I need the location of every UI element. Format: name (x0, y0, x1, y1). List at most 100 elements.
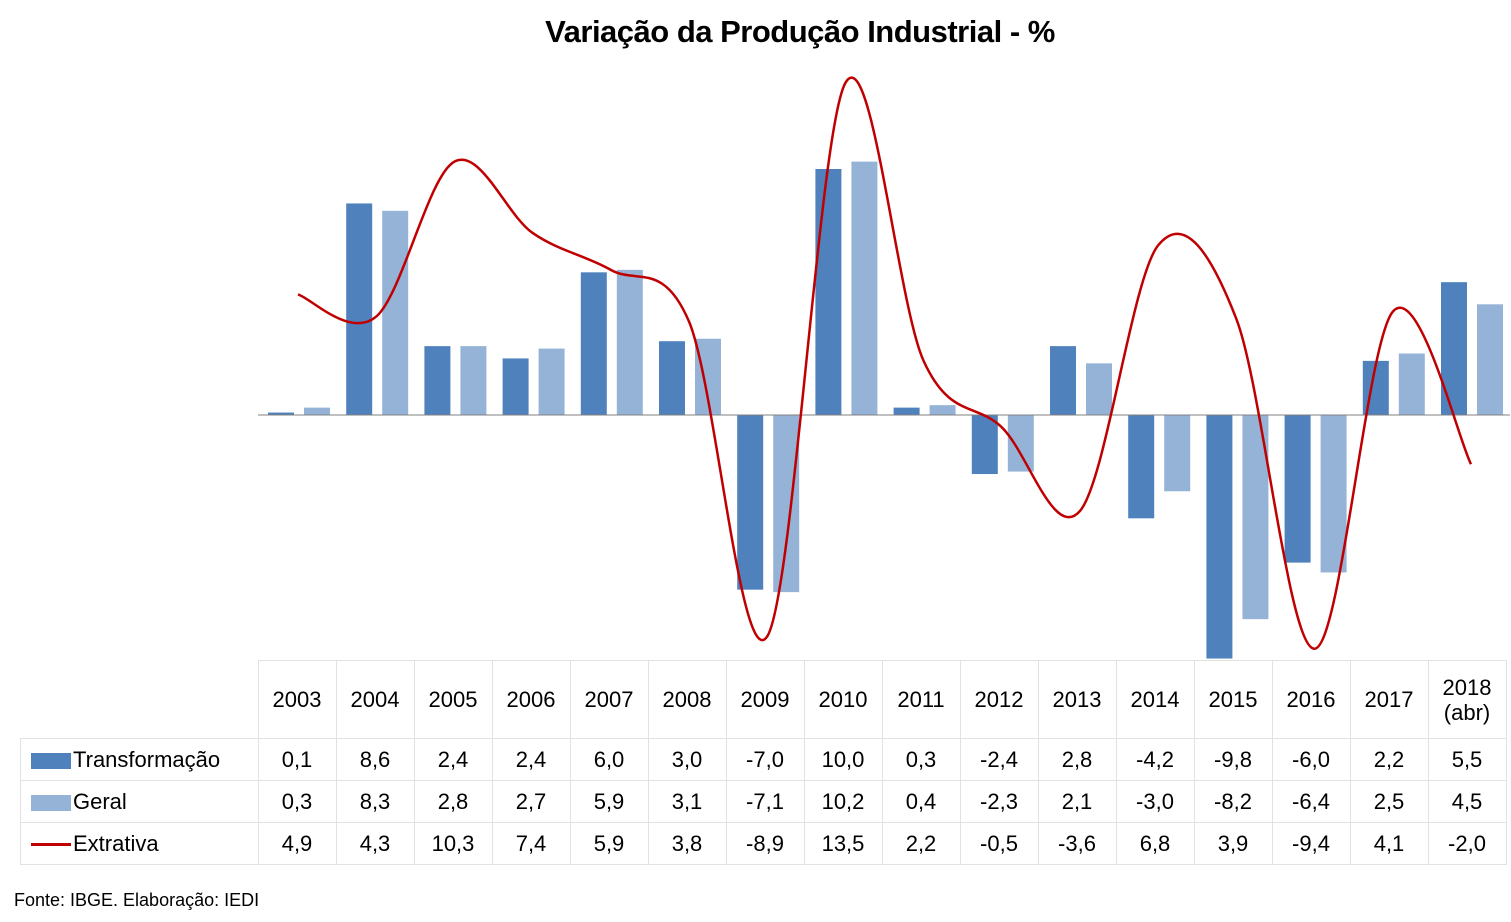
bar-transformacao-2009 (737, 415, 764, 590)
value-transformacao-2014: -4,2 (1115, 738, 1195, 781)
value-extrativa-2017: 4,1 (1349, 822, 1429, 865)
value-extrativa-2008: 3,8 (647, 822, 727, 865)
line-extrativa (297, 76, 1473, 650)
bar-geral-2010 (851, 161, 878, 415)
year-header-2009: 2009 (725, 660, 805, 739)
bar-transformacao-2010 (815, 169, 842, 415)
line-layer (297, 76, 1473, 650)
legend-key-transformacao (31, 752, 71, 769)
legend-label-geral: Geral (73, 788, 127, 814)
value-extrativa-2018-abr-: -2,0 (1427, 822, 1507, 865)
value-transformacao-2008: 3,0 (647, 738, 727, 781)
bar-geral-2016 (1320, 415, 1347, 573)
bar-transformacao-2014 (1128, 415, 1155, 519)
value-geral-2007: 5,9 (569, 780, 649, 823)
bar-transformacao-2015 (1206, 415, 1233, 659)
value-transformacao-2018-abr-: 5,5 (1427, 738, 1507, 781)
value-geral-2016: -6,4 (1271, 780, 1351, 823)
value-geral-2010: 10,2 (803, 780, 883, 823)
value-transformacao-2015: -9,8 (1193, 738, 1273, 781)
value-extrativa-2007: 5,9 (569, 822, 649, 865)
bar-transformacao-2008 (659, 341, 685, 415)
bar-transformacao-2016 (1284, 415, 1311, 563)
table-body: Transformação 0,1 8,6 2,4 2,4 6,0 3,0 -7,0 10,0 0… (20, 738, 1507, 865)
bar-geral-2012 (1007, 415, 1034, 472)
year-header-2005: 2005 (413, 660, 493, 739)
year-header-2008: 2008 (647, 660, 727, 739)
bar-geral-2011 (929, 405, 956, 415)
value-geral-2014: -3,0 (1115, 780, 1195, 823)
value-extrativa-2004: 4,3 (335, 822, 415, 865)
year-header-2013: 2013 (1037, 660, 1117, 739)
year-header-2018-abr-: 2018 (abr) (1427, 660, 1507, 739)
bar-geral-2018-abr- (1477, 304, 1503, 415)
value-geral-2009: -7,1 (725, 780, 805, 823)
value-transformacao-2012: -2,4 (959, 738, 1039, 781)
value-extrativa-2016: -9,4 (1271, 822, 1351, 865)
value-geral-2012: -2,3 (959, 780, 1039, 823)
table-header-row: 2003 2004 2005 2006 2007 2008 2009 2010 2011 2012… (20, 660, 1507, 739)
bar-geral-2017 (1398, 353, 1425, 415)
bar-transformacao-2007 (580, 272, 607, 415)
value-extrativa-2013: -3,6 (1037, 822, 1117, 865)
bar-transformacao-2012 (971, 415, 998, 475)
value-transformacao-2005: 2,4 (413, 738, 493, 781)
bar-geral-2003 (304, 407, 330, 415)
value-extrativa-2009: -8,9 (725, 822, 805, 865)
chart-title: Variação da Produção Industrial - % (545, 14, 1055, 49)
value-geral-2011: 0,4 (881, 780, 961, 823)
value-transformacao-2011: 0,3 (881, 738, 961, 781)
value-extrativa-2005: 10,3 (413, 822, 493, 865)
bar-transformacao-2013 (1050, 346, 1076, 415)
table-row-transformacao: Transformação 0,1 8,6 2,4 2,4 6,0 3,0 -7,0 10,0 0… (20, 738, 1507, 781)
bar-geral-2014 (1164, 415, 1191, 492)
value-extrativa-2003: 4,9 (257, 822, 337, 865)
value-transformacao-2010: 10,0 (803, 738, 883, 781)
value-geral-2006: 2,7 (491, 780, 571, 823)
bar-transformacao-2004 (346, 203, 373, 415)
legend-entry-transformacao: Transformação (20, 738, 259, 781)
year-header-2004: 2004 (335, 660, 415, 739)
year-header-2003: 2003 (257, 660, 337, 739)
year-header-2017: 2017 (1349, 660, 1429, 739)
value-transformacao-2007: 6,0 (569, 738, 649, 781)
value-geral-2017: 2,5 (1349, 780, 1429, 823)
value-geral-2003: 0,3 (257, 780, 337, 823)
value-geral-2005: 2,8 (413, 780, 493, 823)
bar-transformacao-2003 (268, 412, 294, 415)
legend-label-transformacao: Transformação (73, 746, 221, 772)
bar-geral-2007 (616, 269, 643, 415)
bar-transformacao-2011 (893, 407, 920, 415)
value-extrativa-2015: 3,9 (1193, 822, 1273, 865)
value-extrativa-2012: -0,5 (959, 822, 1039, 865)
bar-transformacao-2018-abr- (1441, 282, 1467, 415)
bar-geral-2005 (460, 346, 487, 415)
year-header-2010: 2010 (803, 660, 883, 739)
legend-entry-geral: Geral (20, 780, 259, 823)
value-transformacao-2017: 2,2 (1349, 738, 1429, 781)
year-header-2014: 2014 (1115, 660, 1195, 739)
legend-entry-extrativa: Extrativa (20, 822, 259, 865)
bar-geral-2009 (773, 415, 800, 593)
table-row-geral: Geral 0,3 8,3 2,8 2,7 5,9 3,1 -7,1 10,2 0,4 -2,3 2,… (20, 780, 1507, 823)
value-geral-2018-abr-: 4,5 (1427, 780, 1507, 823)
value-transformacao-2003: 0,1 (257, 738, 337, 781)
bar-geral-2006 (538, 348, 565, 415)
chart-plot (258, 76, 1510, 659)
bar-geral-2004 (382, 210, 409, 415)
bar-transformacao-2006 (502, 358, 529, 415)
table-corner-cell (20, 660, 259, 739)
value-geral-2015: -8,2 (1193, 780, 1273, 823)
year-header-2012: 2012 (959, 660, 1039, 739)
year-header-2011: 2011 (881, 660, 961, 739)
data-table: 2003 2004 2005 2006 2007 2008 2009 2010 2011 2012… (20, 660, 1507, 865)
legend-label-extrativa: Extrativa (73, 830, 159, 856)
value-transformacao-2016: -6,0 (1271, 738, 1351, 781)
source-note: Fonte: IBGE. Elaboração: IEDI (14, 890, 260, 910)
value-transformacao-2004: 8,6 (335, 738, 415, 781)
value-transformacao-2013: 2,8 (1037, 738, 1117, 781)
bar-transformacao-2005 (424, 346, 451, 415)
value-extrativa-2006: 7,4 (491, 822, 571, 865)
year-header-2015: 2015 (1193, 660, 1273, 739)
bars-layer (268, 161, 1503, 659)
